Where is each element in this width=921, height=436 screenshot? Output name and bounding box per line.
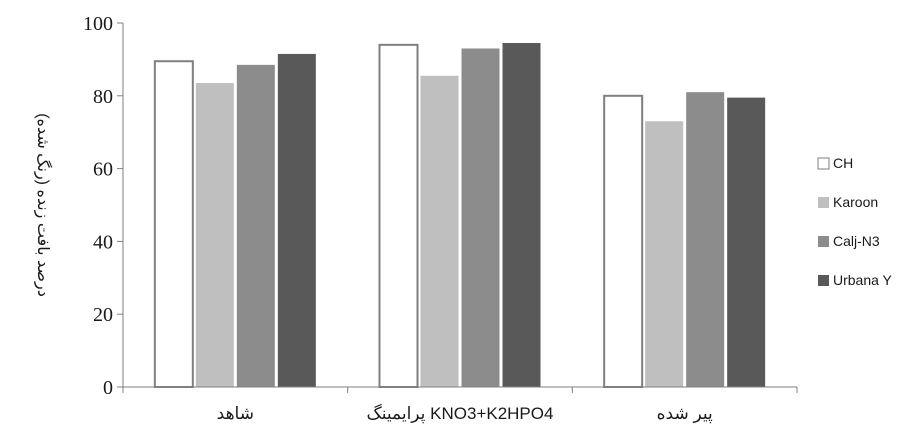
- legend-swatch: [817, 157, 830, 170]
- legend-label: Calj-N3: [833, 233, 880, 249]
- bar-karoon: [420, 75, 459, 387]
- legend-swatch: [818, 197, 829, 208]
- bar-karoon: [195, 83, 234, 387]
- bar-urbana-y: [277, 53, 316, 387]
- x-category-label: پیر شده: [657, 404, 713, 424]
- bar-ch: [378, 43, 419, 389]
- y-tick-label: 0: [103, 377, 113, 399]
- legend-label: CH: [833, 155, 853, 171]
- legend-label: Urbana Y: [833, 272, 893, 288]
- bar-urbana-y: [502, 43, 541, 388]
- y-tick-label: 100: [83, 13, 113, 35]
- y-tick-label: 20: [93, 304, 113, 326]
- bar-group: [153, 43, 766, 389]
- bar-calj-n3: [461, 48, 500, 387]
- bar-calj-n3: [686, 92, 725, 387]
- x-axis-labels: شاهد پرایمینگ KNO3+K2HPO4 پیر شده: [217, 403, 713, 424]
- y-tick-label: 80: [93, 86, 113, 108]
- y-tick-label: 60: [93, 159, 113, 181]
- bar-ch: [603, 94, 644, 389]
- legend-swatch: [818, 275, 829, 286]
- bar-ch: [153, 60, 194, 388]
- bar-calj-n3: [236, 64, 275, 388]
- legend: CH Karoon Calj-N3 Urbana Y: [817, 155, 893, 288]
- legend-label: Karoon: [833, 194, 878, 210]
- y-tick-label: 40: [93, 231, 113, 253]
- bar-urbana-y: [727, 97, 766, 388]
- y-axis-label: درصد بافت زنده (رنگ شده): [33, 113, 53, 297]
- x-category-label: شاهد: [217, 404, 254, 423]
- legend-swatch: [818, 236, 829, 247]
- x-category-label: پرایمینگ KNO3+K2HPO4: [367, 403, 554, 424]
- bar-karoon: [645, 121, 684, 387]
- y-axis-ticks: 0 20 40 60 80 100: [83, 13, 798, 399]
